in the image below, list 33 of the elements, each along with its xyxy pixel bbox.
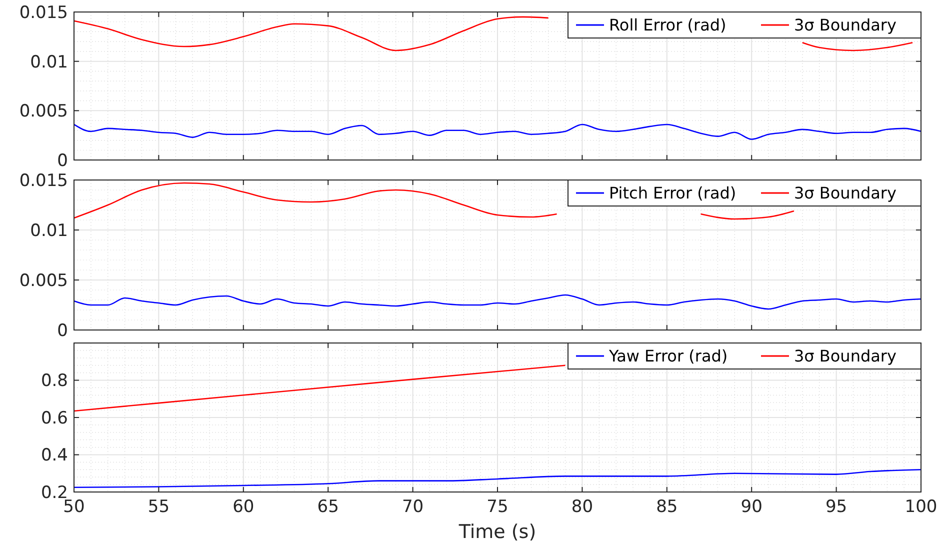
line-series — [73, 364, 566, 412]
y-tick-label: 0.01 — [30, 220, 68, 241]
x-tick-label: 60 — [232, 497, 254, 517]
x-tick-label: 85 — [656, 497, 678, 517]
y-tick-label: 0.015 — [19, 170, 68, 191]
y-tick-label: 0.005 — [19, 270, 68, 291]
y-tick-label: 0.4 — [40, 446, 68, 466]
x-tick-label: 95 — [825, 497, 848, 517]
legend-label: Yaw Error (rad) — [608, 346, 728, 366]
x-tick-label: 65 — [317, 497, 339, 517]
legend-label: Roll Error (rad) — [609, 16, 726, 35]
x-tick-label: 80 — [571, 497, 594, 517]
legend-label: 3σ Boundary — [794, 184, 896, 203]
y-tick-label: 0.01 — [30, 52, 68, 72]
y-tick-label: 0 — [57, 320, 68, 341]
y-tick-label: 0.015 — [19, 2, 68, 23]
y-tick-label: 0.005 — [19, 102, 68, 122]
x-tick-label: 100 — [904, 497, 938, 517]
y-tick-label: 0 — [57, 150, 68, 171]
legend-label: 3σ Boundary — [794, 346, 896, 366]
x-tick-label: 75 — [486, 497, 508, 517]
legend-label: Pitch Error (rad) — [609, 184, 736, 203]
x-tick-label: 90 — [740, 497, 762, 517]
y-tick-label: 0.6 — [40, 408, 68, 428]
line-series — [73, 294, 922, 310]
x-axis-title: Time (s) — [458, 521, 536, 543]
line-series — [73, 469, 922, 488]
line-series — [73, 124, 922, 140]
x-tick-label: 55 — [148, 497, 170, 517]
y-tick-label: 0.8 — [40, 371, 68, 392]
x-tick-label: 70 — [402, 497, 424, 517]
legend-label: 3σ Boundary — [794, 16, 896, 35]
x-tick-label: 50 — [63, 497, 85, 517]
